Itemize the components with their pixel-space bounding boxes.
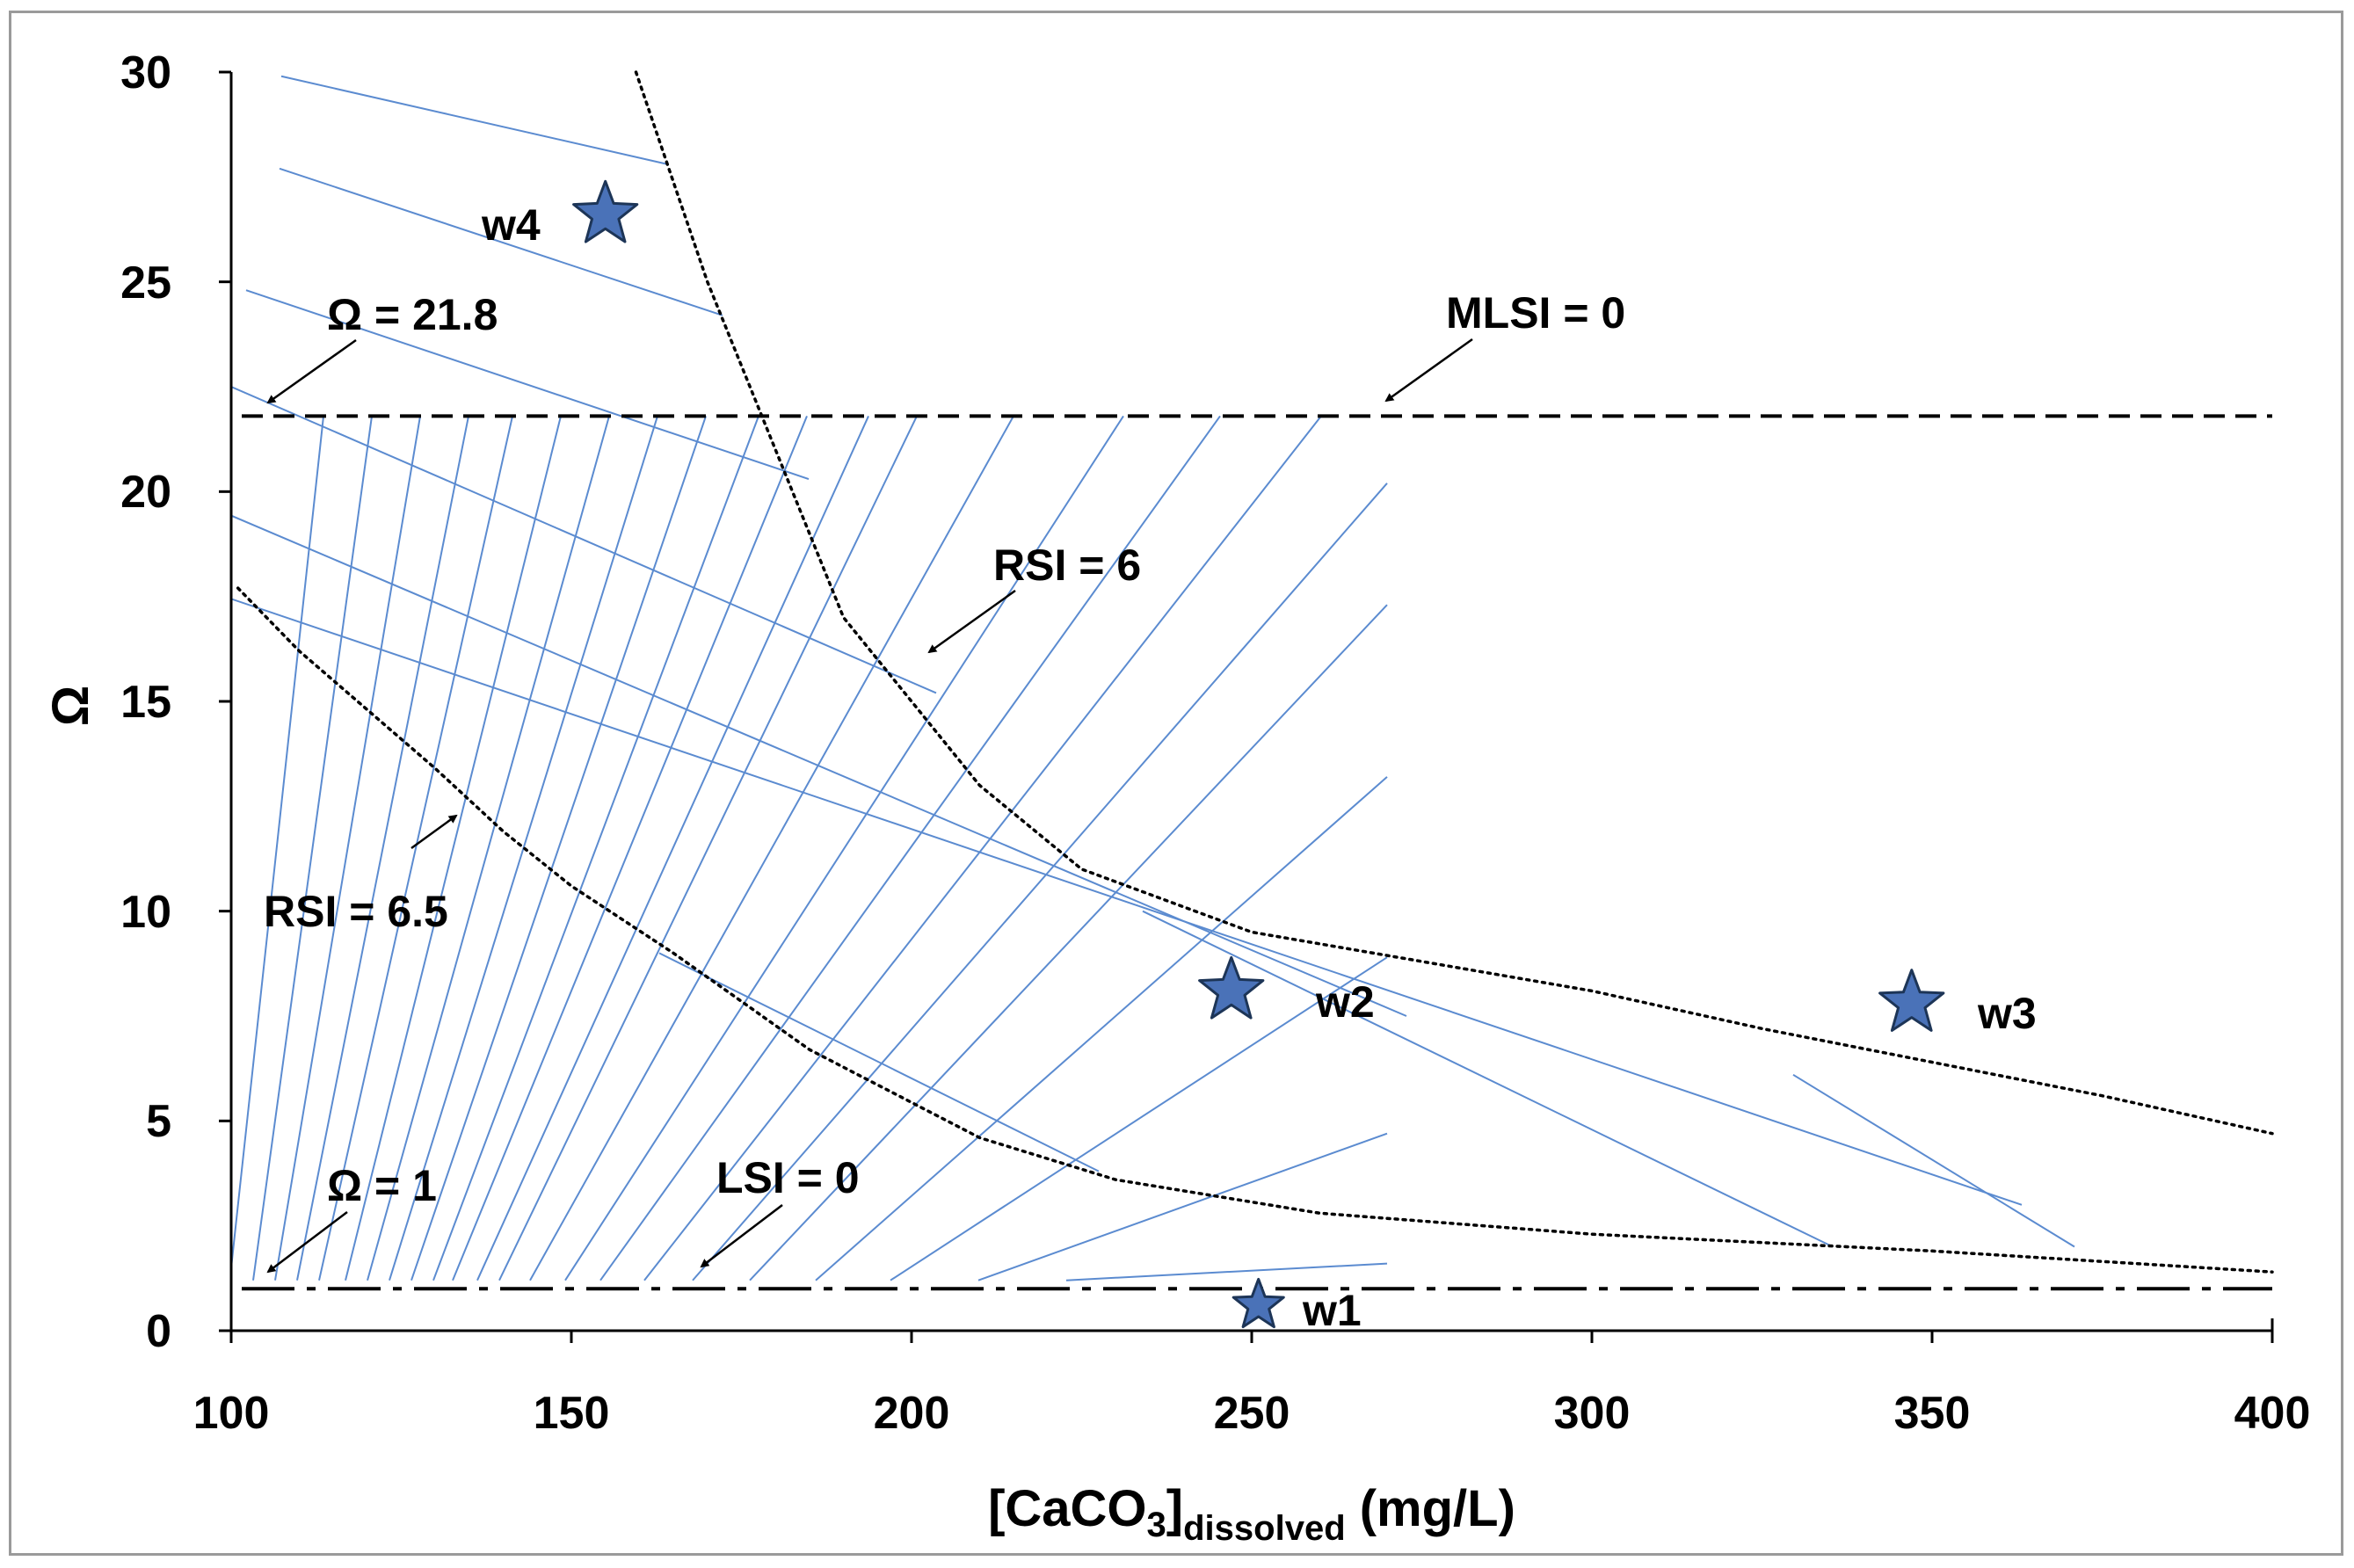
mlsi-label: MLSI = 0 (1446, 288, 1625, 338)
hatch-line-falling (658, 952, 1100, 1172)
hatch-line-rising (252, 416, 373, 1281)
chart-frame (9, 11, 2343, 1556)
y-tick-label: 10 (120, 887, 171, 938)
hatch-line-rising (318, 416, 513, 1281)
rsi-6-arrow (927, 589, 1016, 654)
well-label-w3: w3 (1977, 989, 2037, 1038)
x-axis-title-close: ] (1166, 1480, 1183, 1537)
hatch-line-falling (279, 167, 723, 316)
hatch-line-rising (564, 415, 1124, 1281)
hatch-line-falling (231, 514, 1407, 1017)
y-tick-label: 30 (120, 47, 171, 98)
x-tick-label: 350 (1894, 1388, 1971, 1439)
hatch-line-rising (643, 415, 1322, 1281)
hatch-line-falling (245, 289, 810, 480)
hatch-line-rising (692, 483, 1388, 1281)
omega-1-arrow (266, 1211, 348, 1274)
omega-21-8-arrow (266, 338, 357, 404)
x-axis-title-sub2: dissolved (1183, 1509, 1346, 1548)
well-star-w3 (1878, 969, 1945, 1032)
hatch-line-rising (599, 415, 1221, 1281)
rsi-6-5-label: RSI = 6.5 (264, 887, 448, 936)
x-tick-label: 200 (874, 1388, 950, 1439)
rsi-6-label: RSI = 6 (993, 541, 1141, 590)
hatch-line-rising (749, 604, 1388, 1281)
lsi-label: LSI = 0 (716, 1153, 860, 1202)
hatch-line-falling (231, 386, 937, 694)
well-label-w2: w2 (1315, 977, 1375, 1027)
hatch-line-rising (452, 416, 808, 1281)
well-star-w1 (1231, 1277, 1285, 1329)
y-axis-title: Ω (42, 686, 99, 727)
hatch-region (231, 75, 2075, 1281)
well-label-w1: w1 (1302, 1286, 1362, 1335)
lsi-arrow (700, 1204, 783, 1268)
hatch-line-rising (476, 416, 869, 1281)
omega-21-8-label: Ω = 21.8 (327, 290, 498, 339)
hatch-line-rising (1065, 1262, 1388, 1281)
hatch-line-rising (367, 416, 610, 1281)
x-axis-title-main: [CaCO (988, 1480, 1146, 1537)
hatch-line-rising (345, 416, 562, 1281)
x-tick-label: 250 (1214, 1388, 1290, 1439)
y-tick-label: 0 (146, 1306, 171, 1357)
y-tick-label: 15 (120, 677, 171, 728)
hatch-line-falling (1142, 910, 1834, 1248)
hatch-line-rising (296, 416, 469, 1281)
rsi-6-curve (634, 70, 2274, 1136)
x-axis-title: [CaCO3]dissolved (mg/L) (988, 1480, 1515, 1548)
y-tick-label: 25 (120, 258, 171, 309)
x-tick-label: 300 (1554, 1388, 1631, 1439)
hatch-line-falling (231, 598, 2023, 1206)
rsi-6-5-arrow (410, 814, 458, 850)
hatch-line-rising (890, 956, 1388, 1281)
mlsi-arrow (1384, 338, 1473, 403)
y-tick-label: 20 (120, 467, 171, 518)
well-star-w4 (572, 179, 639, 243)
hatch-line-falling (1792, 1073, 2075, 1248)
omega-1-label: Ω = 1 (327, 1161, 437, 1210)
hatch-line-rising (231, 416, 324, 1268)
x-axis-title-sub1: 3 (1147, 1506, 1166, 1544)
x-tick-label: 400 (2234, 1388, 2311, 1439)
x-tick-label: 100 (193, 1388, 270, 1439)
hatch-line-rising (498, 415, 918, 1281)
well-star-w2 (1198, 955, 1265, 1020)
hatch-line-rising (410, 416, 707, 1281)
hatch-line-rising (529, 415, 1014, 1281)
well-label-w4: w4 (481, 200, 541, 250)
hatch-line-rising (432, 416, 759, 1281)
hatch-line-rising (977, 1132, 1388, 1281)
hatch-line-rising (274, 416, 421, 1281)
y-tick-label: 5 (146, 1096, 171, 1147)
x-axis-title-unit: (mg/L) (1346, 1480, 1515, 1537)
hatch-line-rising (815, 776, 1388, 1281)
hatch-line-falling (280, 75, 669, 165)
rsi-6-5-curve (236, 586, 2274, 1274)
x-tick-label: 150 (534, 1388, 610, 1439)
